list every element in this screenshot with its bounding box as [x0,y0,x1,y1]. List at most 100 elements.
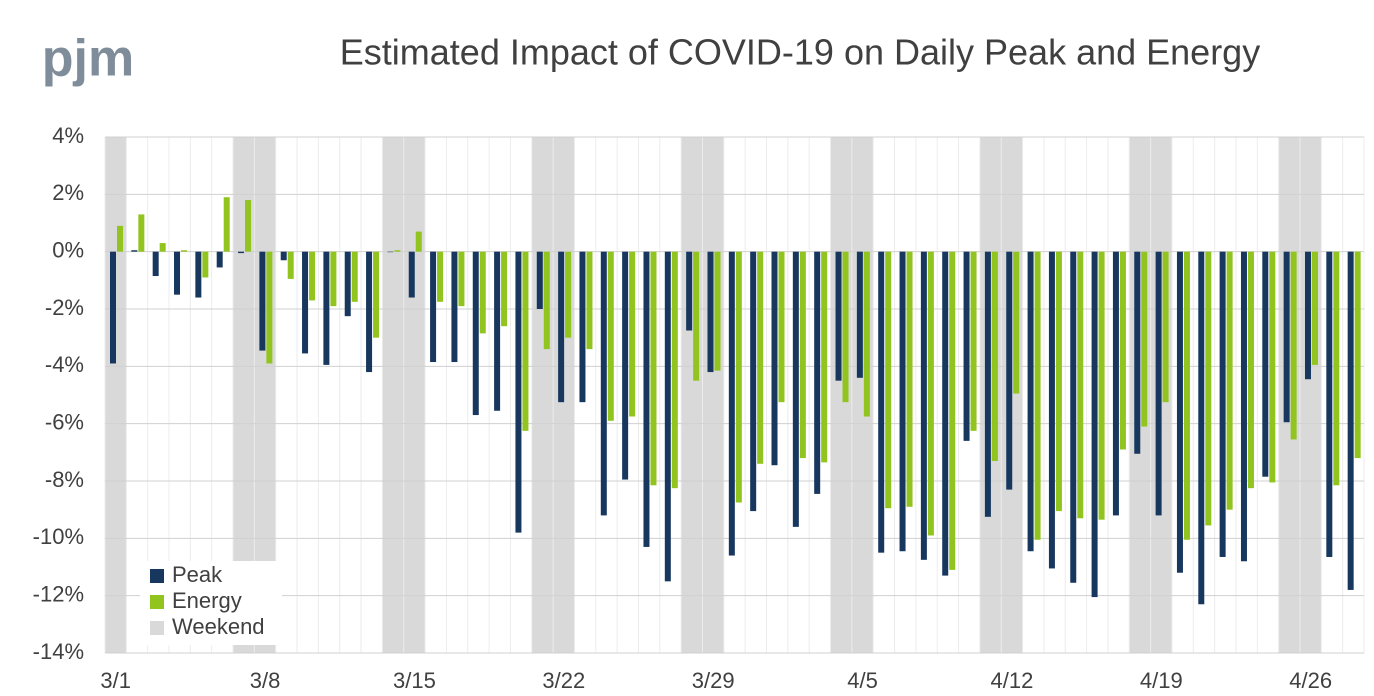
bar [472,251,479,416]
bar [131,250,138,252]
bar [117,225,123,252]
bar [1198,251,1205,605]
bar [885,251,892,509]
bar [543,251,550,350]
bar [330,251,337,307]
bar [949,251,956,570]
bar [1183,251,1190,540]
bar [650,251,657,486]
bar [309,251,316,301]
bar [1077,251,1084,519]
bar [1269,251,1276,483]
weekend-band [382,137,404,653]
bar [1347,251,1354,590]
y-tick-label: -8% [45,467,84,492]
bar [714,251,721,371]
weekend-band [105,137,127,653]
bar [735,251,742,503]
bar [430,251,437,363]
bar [415,231,422,252]
bar [1098,251,1105,520]
bar [1162,251,1169,403]
bar [1006,251,1013,490]
legend-swatch [150,595,164,609]
bar [565,251,572,338]
weekend-band [403,137,426,653]
bar [1055,251,1062,512]
x-tick-label: 4/26 [1289,668,1332,693]
bar [174,251,181,295]
bar [1070,251,1077,583]
bar [245,200,252,252]
bar [1141,251,1148,427]
chart-title: Estimated Impact of COVID-19 on Daily Pe… [340,32,1260,73]
bar [1176,251,1183,573]
bar [1290,251,1297,440]
x-tick-label: 3/1 [100,668,131,693]
bar [799,251,806,459]
bar [778,251,785,403]
bar [984,251,991,517]
weekend-band [531,137,554,653]
bar [686,251,693,331]
y-tick-label: 2% [52,180,84,205]
bar [558,251,565,403]
bar [1240,251,1247,562]
bar [1013,251,1020,394]
bar [1226,251,1233,510]
bar [259,251,266,351]
weekend-band [681,137,703,653]
bar [1247,251,1254,489]
bar [1311,251,1318,365]
bar [266,251,273,364]
bar [1219,251,1226,557]
bar [451,251,458,363]
bar [607,251,614,421]
bar [302,251,309,354]
bar [1326,251,1333,557]
legend-label: Peak [172,562,223,587]
weekend-band [851,137,874,653]
bar [501,251,508,327]
bar [373,251,380,338]
x-tick-label: 3/22 [542,668,585,693]
x-tick-label: 4/5 [847,668,878,693]
bar [1262,251,1269,477]
bar [792,251,799,527]
bar [835,251,842,381]
bar [842,251,849,403]
bar [821,251,828,463]
x-tick-label: 4/12 [990,668,1033,693]
bar [1119,251,1126,450]
bar [479,251,486,334]
bar [899,251,906,552]
weekend-band [233,137,255,653]
bar [878,251,885,553]
bar [138,214,145,252]
bar [991,251,998,461]
bar [366,251,373,373]
bar [323,251,330,365]
bar [387,251,394,253]
bar [494,251,501,411]
bar [287,251,294,279]
weekend-band [830,137,852,653]
bar [202,251,209,278]
bar [1027,251,1034,552]
y-tick-label: -4% [45,352,84,377]
bar [536,251,543,309]
bar [152,251,159,277]
bar [216,251,223,268]
bar [600,251,607,516]
bar [963,251,970,441]
y-tick-label: -6% [45,409,84,434]
bar [280,251,287,261]
bar [750,251,757,512]
bar [1134,251,1141,454]
bar [522,251,529,431]
bar [920,251,927,560]
bar [757,251,764,464]
bar [437,251,444,302]
y-tick-label: -12% [33,581,84,606]
